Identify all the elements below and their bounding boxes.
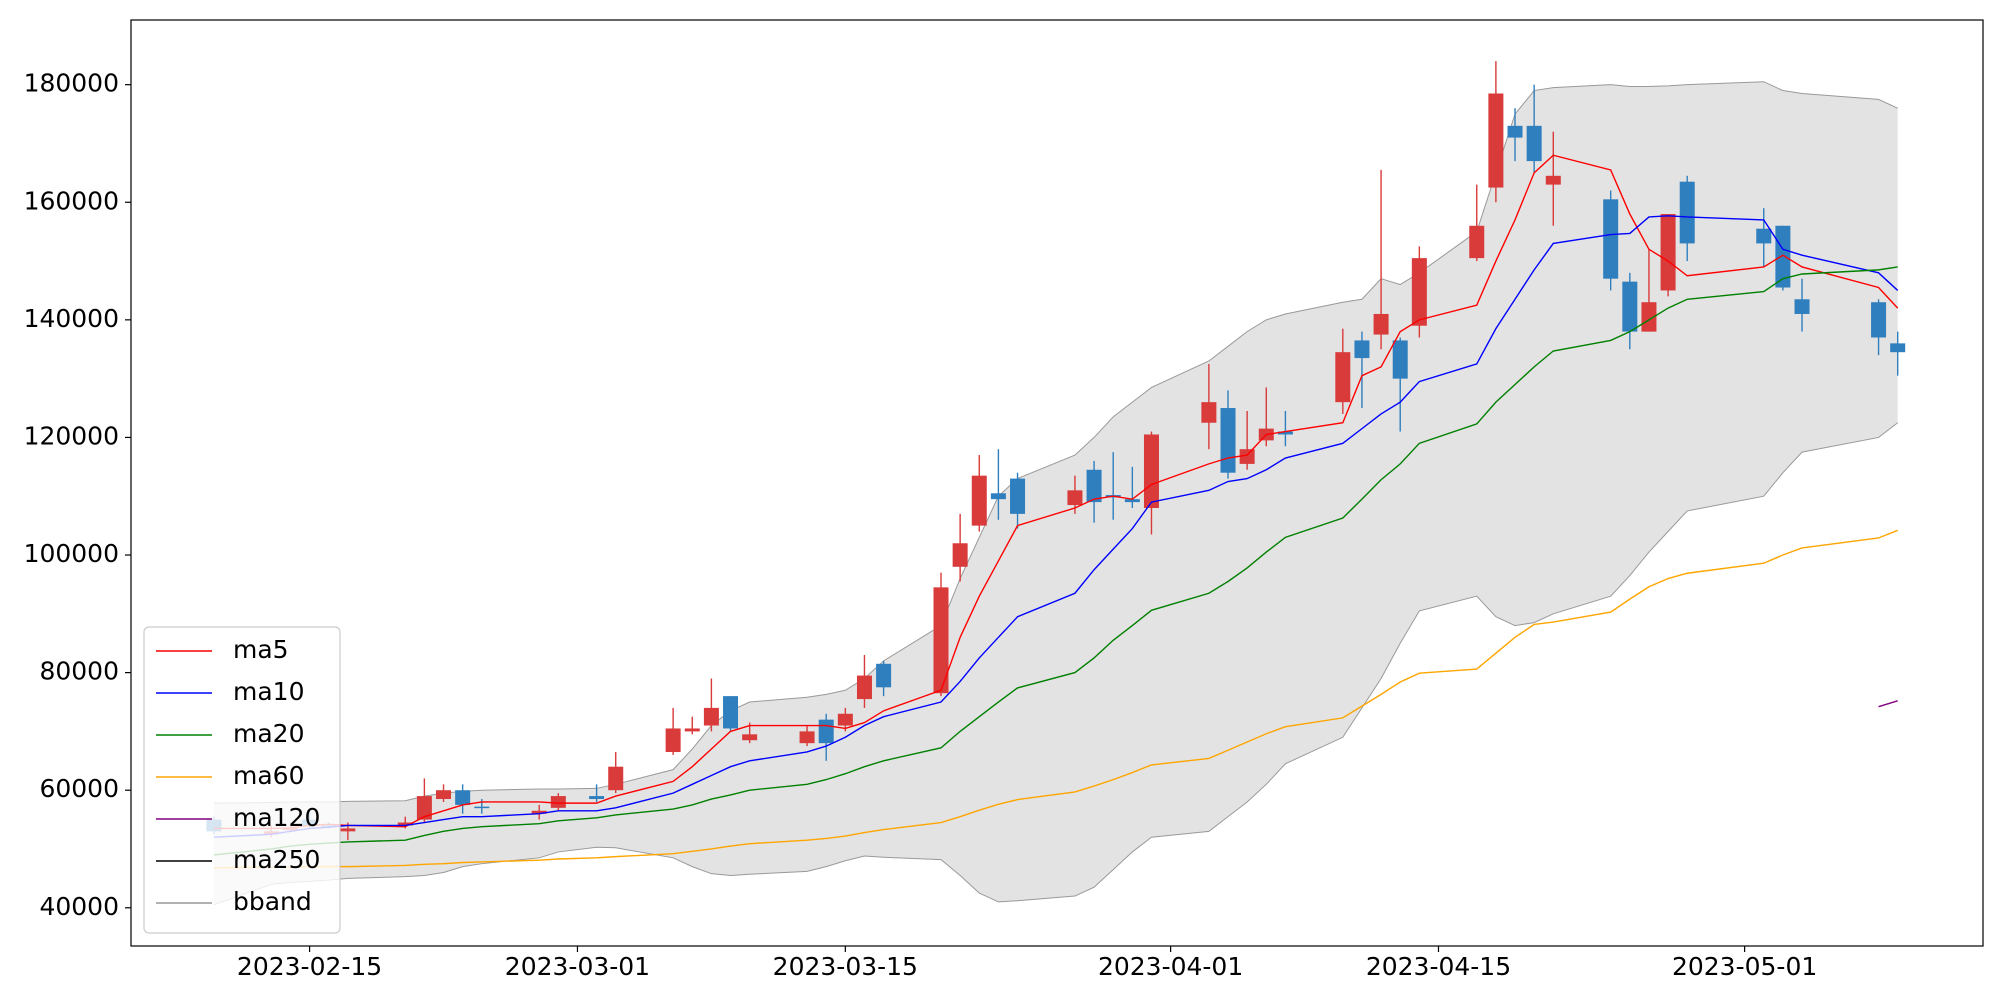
candle-body: [1469, 225, 1485, 259]
candle-body: [971, 475, 987, 526]
y-tick-label: 120000: [24, 421, 119, 450]
candle-body: [550, 796, 566, 808]
y-tick-label: 160000: [24, 186, 119, 215]
y-tick-label: 140000: [24, 304, 119, 333]
candle-body: [703, 707, 719, 726]
candle-body: [1526, 125, 1542, 162]
candle-body: [474, 806, 490, 809]
candle-body: [1239, 449, 1255, 464]
bband-upper: [213, 81, 1898, 804]
candle-body: [1545, 175, 1561, 185]
candle-body: [1354, 340, 1370, 359]
candle-body: [589, 796, 605, 800]
y-tick-label: 40000: [39, 892, 119, 921]
candle-body: [1143, 434, 1159, 508]
candle-body: [933, 587, 949, 694]
legend-label: ma5: [233, 635, 289, 664]
x-tick-label: 2023-04-01: [1098, 952, 1243, 981]
candle-body: [1871, 302, 1887, 338]
candle-body: [665, 728, 681, 752]
candle-body: [990, 493, 1006, 500]
candle-body: [436, 790, 452, 800]
legend-label: ma120: [233, 803, 320, 832]
candle-body: [1794, 299, 1810, 314]
line-layer: [213, 154, 1899, 869]
candle-body: [742, 734, 758, 741]
candle-body: [1488, 93, 1504, 188]
x-tick-label: 2023-03-15: [773, 952, 918, 981]
candle-body: [1067, 490, 1083, 506]
y-tick-label: 100000: [24, 539, 119, 568]
candle-body: [1603, 199, 1619, 279]
candle-body: [1373, 313, 1389, 335]
candle-body: [1775, 225, 1791, 288]
candle-body: [608, 766, 624, 791]
candle-body: [952, 543, 968, 567]
candle-body: [1201, 402, 1217, 423]
y-tick-label: 60000: [39, 774, 119, 803]
x-tick-label: 2023-03-01: [505, 952, 650, 981]
legend-layer: ma5 ma10 ma20 ma60 ma120 ma250 bband: [143, 626, 341, 934]
bband-lower: [213, 422, 1898, 906]
legend-label: ma10: [233, 677, 304, 706]
legend-label: ma20: [233, 719, 304, 748]
ma-line: [213, 215, 1899, 838]
x-tick-label: 2023-05-01: [1672, 952, 1817, 981]
candle-body: [1507, 125, 1523, 138]
candle-body: [723, 696, 739, 729]
candle-body: [1756, 228, 1772, 244]
axes-layer: 40000 60000 80000 100000 120000 140000 160000 1…: [24, 19, 1984, 981]
legend-box: [143, 626, 341, 934]
candle-body: [1622, 281, 1638, 332]
plot-frame: [130, 19, 1984, 947]
candle-body: [340, 828, 356, 832]
candle-layer: [206, 61, 1906, 841]
legend-label: bband: [233, 887, 312, 916]
x-tick-label: 2023-04-15: [1366, 952, 1511, 981]
candle-body: [1411, 258, 1427, 326]
candle-body: [397, 822, 413, 826]
candle-body: [1641, 302, 1657, 332]
candle-body: [1277, 431, 1293, 435]
y-tick-label: 80000: [39, 657, 119, 686]
ma-line: [213, 266, 1898, 856]
candle-body: [1086, 469, 1102, 503]
candle-body: [1679, 181, 1695, 244]
candle-body: [1392, 340, 1408, 379]
bband-area: [213, 81, 1898, 905]
candle-body: [856, 675, 872, 700]
candle-body: [455, 790, 471, 805]
candle-body: [1890, 343, 1906, 353]
candle-body: [818, 719, 834, 744]
candle-body: [1660, 214, 1676, 291]
bband-layer: [213, 81, 1898, 906]
ma-line: [213, 154, 1899, 830]
ma-line: [1878, 700, 1898, 708]
ma-line: [213, 529, 1898, 869]
candle-body: [837, 713, 853, 726]
legend-label: ma60: [233, 761, 304, 790]
candle-body: [684, 728, 700, 732]
candle-body: [1335, 352, 1351, 403]
candle-body: [799, 731, 815, 744]
candle-body: [416, 796, 432, 820]
candle-body: [1220, 408, 1236, 473]
candle-body: [876, 663, 892, 688]
x-tick-label: 2023-02-15: [237, 952, 382, 981]
candle-body: [1010, 478, 1026, 514]
candle-body: [1124, 499, 1140, 503]
candle-body: [531, 810, 547, 814]
legend-label: ma250: [233, 845, 320, 874]
y-tick-label: 180000: [24, 69, 119, 98]
